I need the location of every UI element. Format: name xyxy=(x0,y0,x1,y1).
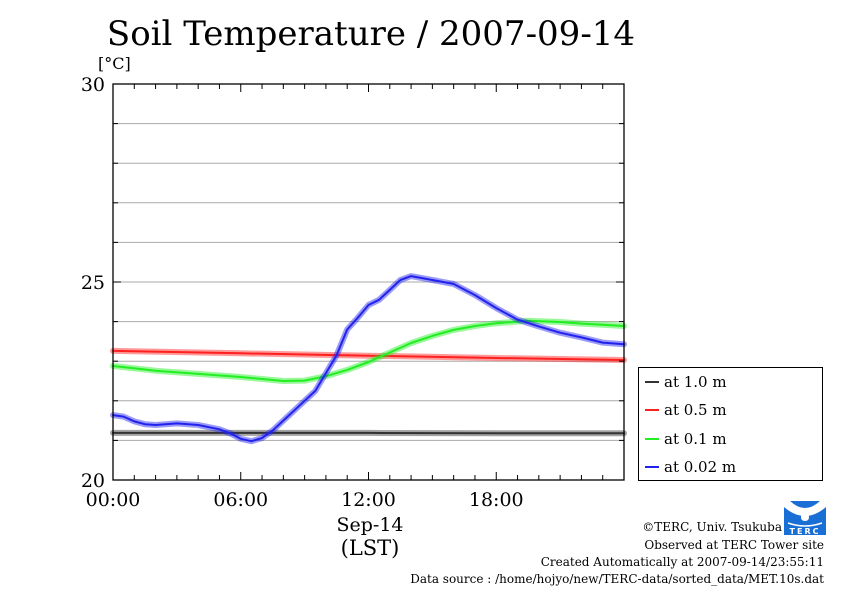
legend-label: at 0.5 m xyxy=(664,401,727,419)
legend-swatch xyxy=(645,381,659,383)
copyright-text: ©TERC, Univ. Tsukuba xyxy=(642,520,782,534)
x-tick-label: 06:00 xyxy=(213,489,268,511)
x-axis-date-label: Sep-14 xyxy=(336,514,404,536)
x-tick-label: 00:00 xyxy=(86,489,141,511)
legend-swatch xyxy=(645,438,659,440)
legend-item-1m: at 1.0 m xyxy=(645,373,727,391)
terc-logo: TERC xyxy=(784,501,826,535)
observed-text: Observed at TERC Tower site xyxy=(644,538,824,552)
gridlines xyxy=(113,123,624,441)
legend-item-01m: at 0.1 m xyxy=(645,430,727,448)
x-axis-timezone-label: (LST) xyxy=(340,536,400,560)
data-source-text: Data source : /home/hojyo/new/TERC-data/… xyxy=(410,572,824,586)
legend-swatch xyxy=(645,409,659,411)
legend-item-002m: at 0.02 m xyxy=(645,458,736,476)
series-line-at-0-02-m xyxy=(112,275,625,443)
x-tick-label: 12:00 xyxy=(341,489,396,511)
series-lines xyxy=(110,273,627,445)
series-line-at-0-5-m xyxy=(112,349,625,361)
chart-title: Soil Temperature / 2007-09-14 xyxy=(106,14,636,54)
y-tick-label: 30 xyxy=(81,74,105,96)
created-text: Created Automatically at 2007-09-14/23:5… xyxy=(540,555,824,569)
legend-item-05m: at 0.5 m xyxy=(645,401,727,419)
legend-label: at 1.0 m xyxy=(664,373,727,391)
axes: 20 25 30 00:00 06:00 12:00 18:00 xyxy=(81,74,625,511)
legend-label: at 0.1 m xyxy=(664,430,727,448)
legend-swatch xyxy=(645,466,659,468)
y-tick-label: 25 xyxy=(81,272,105,294)
x-tick-label: 18:00 xyxy=(469,489,524,511)
series-line-at-0-1-m xyxy=(112,319,625,382)
legend-label: at 0.02 m xyxy=(664,458,737,476)
svg-text:TERC: TERC xyxy=(790,527,821,535)
y-axis-unit-label: [°C] xyxy=(98,54,131,73)
legend: at 1.0 m at 0.5 m at 0.1 m at 0.02 m xyxy=(638,367,823,481)
y-tick-label: 20 xyxy=(81,470,105,492)
